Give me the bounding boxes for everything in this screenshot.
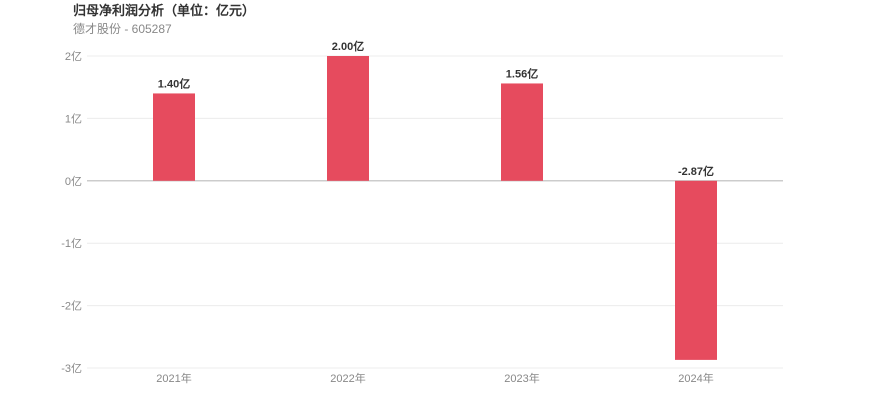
data-label: 2.00亿: [332, 39, 364, 53]
y-tick-label: -3亿: [61, 362, 82, 375]
x-tick-label: 2021年: [156, 371, 191, 385]
y-tick-label: -1亿: [61, 237, 82, 250]
x-tick-label: 2022年: [330, 371, 365, 385]
bar: [501, 83, 543, 181]
bar: [675, 180, 717, 360]
y-tick-label: 0亿: [65, 175, 82, 188]
y-tick-label: -2亿: [61, 300, 82, 313]
x-tick-label: 2023年: [504, 371, 539, 385]
bar: [153, 93, 195, 181]
data-label: 1.56亿: [506, 66, 538, 80]
chart-subtitle: 德才股份 - 605287: [73, 22, 172, 36]
bar: [327, 56, 369, 181]
y-tick-label: 2亿: [65, 50, 82, 63]
data-label: 1.40亿: [158, 76, 190, 90]
data-label: -2.87亿: [678, 164, 714, 178]
y-tick-label: 1亿: [65, 112, 82, 125]
chart-title: 归母净利润分析（单位：亿元）: [73, 3, 256, 18]
x-tick-label: 2024年: [678, 371, 713, 385]
